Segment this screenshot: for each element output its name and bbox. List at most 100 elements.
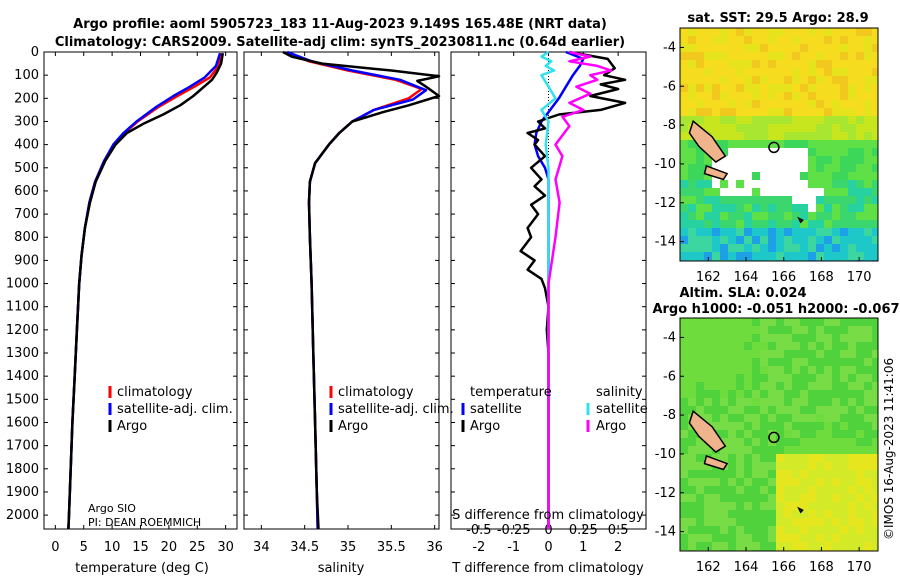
map-cell	[728, 366, 736, 374]
map-cell	[696, 398, 704, 406]
map-cell	[704, 180, 712, 188]
map-cell	[824, 116, 832, 124]
map-cell	[872, 430, 878, 438]
depth-tick-label: 400	[14, 138, 39, 153]
map-cell	[728, 156, 736, 164]
map-cell	[816, 52, 824, 60]
map-cell	[872, 140, 878, 148]
map-cell	[840, 518, 848, 526]
map-cell	[768, 124, 776, 132]
map-cell	[776, 196, 784, 204]
map-cell	[768, 446, 776, 454]
map-cell	[696, 212, 704, 220]
map-cell	[704, 374, 712, 382]
map-cell	[808, 228, 816, 236]
difference-panel: -2 -1 0 1 2-0.5 -0.25 0 0.25 0.5	[450, 50, 647, 555]
map-cell	[784, 44, 792, 52]
map-cell	[760, 478, 768, 486]
map-cell	[712, 188, 720, 196]
map-cell	[792, 188, 800, 196]
map-cell	[800, 140, 808, 148]
map-cell	[760, 358, 768, 366]
map-cell	[784, 180, 792, 188]
map-cell	[800, 462, 808, 470]
map-cell	[808, 542, 816, 550]
map-cell	[808, 470, 816, 478]
map-cell	[712, 220, 720, 228]
map-cell	[864, 390, 872, 398]
map-cell	[840, 406, 848, 414]
map-cell	[856, 28, 864, 36]
map-cell	[840, 180, 848, 188]
map-cell	[744, 172, 752, 180]
map-cell	[864, 374, 872, 382]
map-cell	[784, 60, 792, 68]
map-cell	[680, 486, 688, 494]
map-cell	[736, 236, 744, 244]
map-cell	[736, 342, 744, 350]
map-cell	[840, 382, 848, 390]
map-cell	[784, 212, 792, 220]
map-cell	[792, 398, 800, 406]
map-cell	[864, 342, 872, 350]
map-cell	[760, 374, 768, 382]
map-cell	[752, 108, 760, 116]
legend-s-argo: Argo	[596, 419, 626, 434]
map-cell	[776, 36, 784, 44]
depth-tick-label: 1600	[6, 415, 39, 430]
map-cell	[736, 326, 744, 334]
map-cell	[832, 486, 840, 494]
map-cell	[760, 132, 768, 140]
map-cell	[816, 252, 824, 260]
map-cell	[688, 36, 696, 44]
map-cell	[680, 156, 688, 164]
map-cell	[800, 374, 808, 382]
map-cell	[856, 478, 864, 486]
map-cell	[704, 318, 712, 326]
map-cell	[736, 36, 744, 44]
map-cell	[808, 140, 816, 148]
map-cell	[728, 502, 736, 510]
map-cell	[872, 406, 878, 414]
map-cell	[688, 76, 696, 84]
map-cell	[696, 204, 704, 212]
map-cell	[768, 28, 776, 36]
map-cell	[832, 252, 840, 260]
map-cell	[680, 164, 688, 172]
map-cell	[832, 470, 840, 478]
map-cell	[792, 108, 800, 116]
map-cell	[792, 244, 800, 252]
map-cell	[752, 236, 760, 244]
map-cell	[752, 318, 760, 326]
map-cell	[856, 358, 864, 366]
map-cell	[864, 68, 872, 76]
map-cell	[744, 462, 752, 470]
map-cell	[784, 470, 792, 478]
map-cell	[768, 358, 776, 366]
map-cell	[768, 478, 776, 486]
map-cell	[816, 438, 824, 446]
map-cell	[856, 116, 864, 124]
depth-tick-label: 1700	[6, 439, 39, 454]
map-cell	[840, 84, 848, 92]
map-cell	[760, 84, 768, 92]
map-cell	[760, 76, 768, 84]
map-cell	[776, 188, 784, 196]
map-cell	[720, 326, 728, 334]
map-cell	[864, 414, 872, 422]
map-cell	[792, 180, 800, 188]
map-cell	[848, 28, 856, 36]
map-cell	[784, 252, 792, 260]
map-cell	[696, 358, 704, 366]
map-cell	[744, 220, 752, 228]
map-cell	[816, 188, 824, 196]
map-cell	[856, 382, 864, 390]
map-cell	[720, 60, 728, 68]
map-cell	[848, 366, 856, 374]
map-cell	[688, 478, 696, 486]
map-cell	[760, 228, 768, 236]
map-cell	[856, 366, 864, 374]
map-cell	[800, 92, 808, 100]
map-cell	[864, 156, 872, 164]
map-cell	[872, 116, 878, 124]
